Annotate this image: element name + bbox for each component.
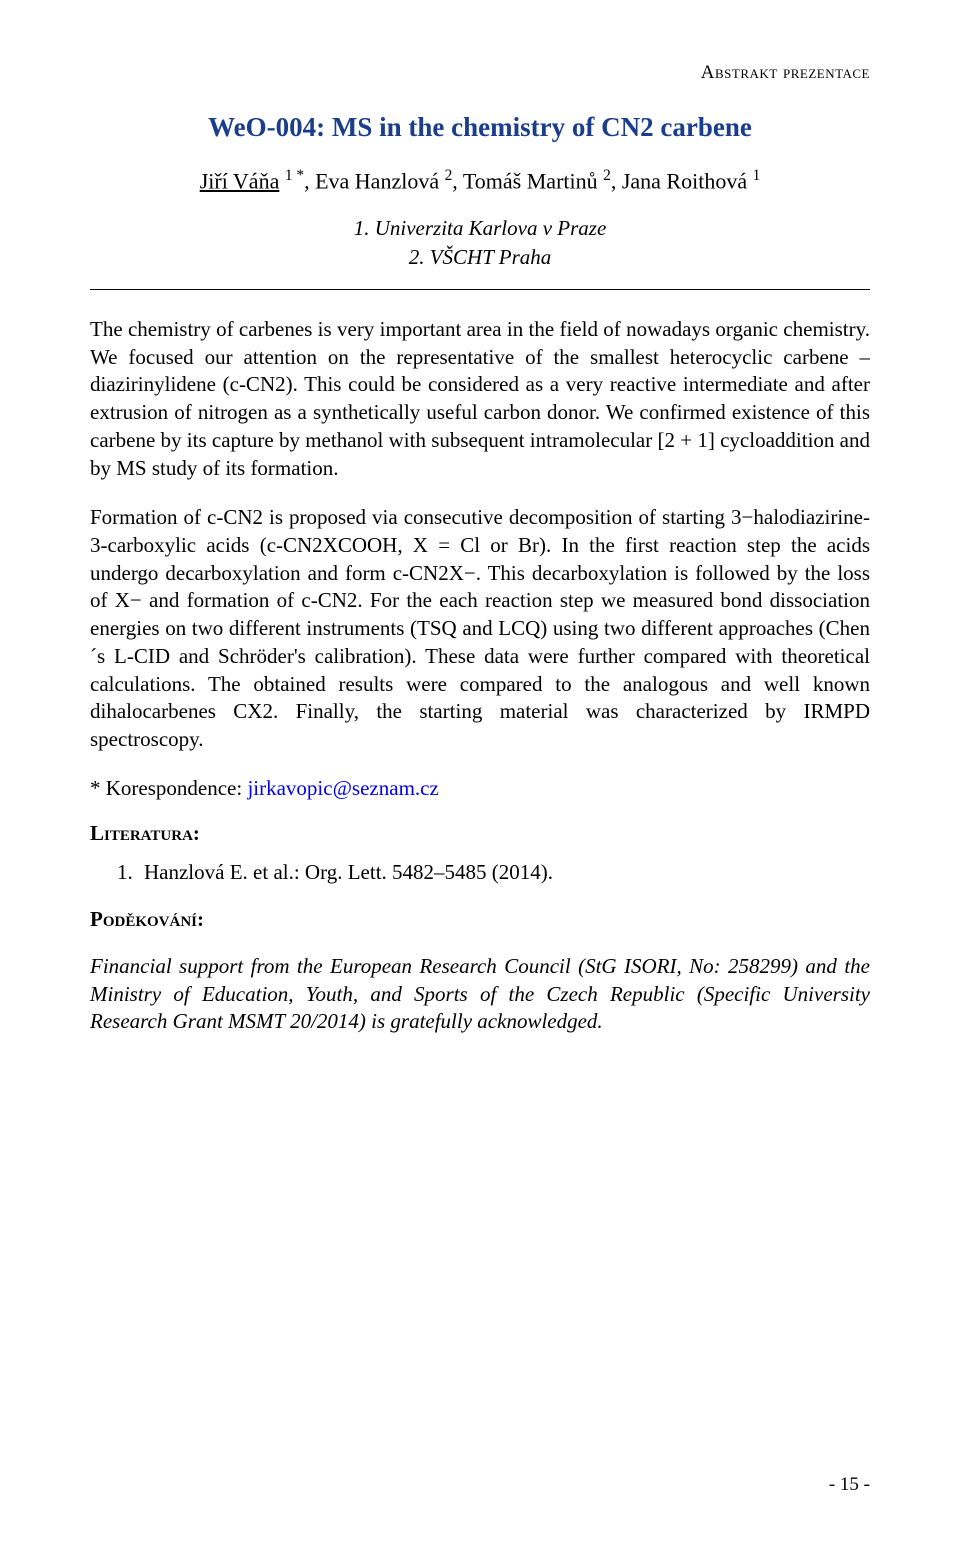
acknowledgement-paragraph: Financial support from the European Rese… <box>90 953 870 1036</box>
author-2-name: Eva Hanzlová <box>315 168 439 193</box>
author-1-sup: 1 * <box>285 167 304 184</box>
author-3-sup: 2 <box>603 167 611 184</box>
abstract-paragraph-2: Formation of c-CN2 is proposed via conse… <box>90 504 870 753</box>
author-1-name: Jiří Váňa <box>200 168 280 193</box>
page-container: Abstrakt prezentace WeO-004: MS in the c… <box>0 0 960 1544</box>
affiliation-1: 1. Univerzita Karlova v Praze <box>90 214 870 242</box>
podekovani-heading: Poděkování: <box>90 907 870 932</box>
running-header: Abstrakt prezentace <box>90 62 870 84</box>
author-2-sup: 2 <box>445 167 453 184</box>
affiliations: 1. Univerzita Karlova v Praze 2. VŠCHT P… <box>90 214 870 271</box>
correspondence-email-link[interactable]: jirkavopic@seznam.cz <box>247 776 438 800</box>
affiliation-2: 2. VŠCHT Praha <box>90 243 870 271</box>
title-code: WeO-004: <box>208 112 325 142</box>
author-4-sup: 1 <box>753 167 761 184</box>
abstract-title: WeO-004: MS in the chemistry of CN2 carb… <box>90 112 870 143</box>
literatura-heading: Literatura: <box>90 821 870 846</box>
correspondence-line: * Korespondence: jirkavopic@seznam.cz <box>90 776 870 801</box>
author-4-name: Jana Roithová <box>622 168 747 193</box>
title-text: MS in the chemistry of CN2 carbene <box>332 112 752 142</box>
authors-line: Jiří Váňa 1 *, Eva Hanzlová 2, Tomáš Mar… <box>90 167 870 194</box>
reference-1: Hanzlová E. et al.: Org. Lett. 5482–5485… <box>138 860 870 885</box>
separator-rule <box>90 289 870 290</box>
correspondence-label: * Korespondence: <box>90 776 247 800</box>
references-list: Hanzlová E. et al.: Org. Lett. 5482–5485… <box>90 860 870 885</box>
author-3-name: Tomáš Martinů <box>463 168 598 193</box>
abstract-paragraph-1: The chemistry of carbenes is very import… <box>90 316 870 482</box>
page-number: - 15 - <box>829 1474 870 1496</box>
